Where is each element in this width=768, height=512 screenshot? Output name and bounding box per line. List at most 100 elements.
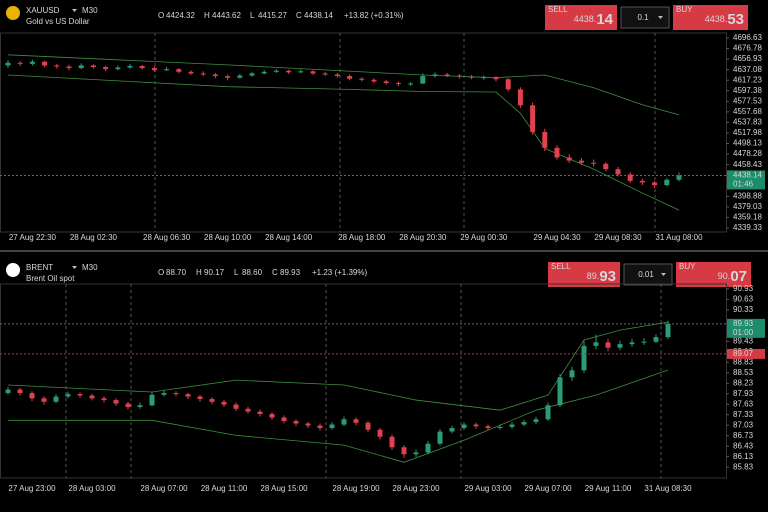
candle-body (257, 411, 263, 415)
x-tick-label: 28 Aug 06:30 (143, 233, 191, 242)
candle-body (151, 68, 157, 71)
quantity-box[interactable] (620, 6, 670, 29)
buy-label: BUY (676, 5, 693, 14)
candle-body (41, 398, 47, 402)
ohlc-label: H (196, 268, 202, 277)
x-tick-label: 29 Aug 04:30 (533, 233, 581, 242)
candle-body (617, 344, 623, 348)
candle-body (269, 414, 275, 418)
candle-body (425, 443, 431, 453)
candle-body (103, 67, 109, 70)
x-tick-label: 28 Aug 11:00 (201, 484, 248, 493)
buy-button[interactable] (673, 5, 748, 30)
candle-body (615, 169, 621, 175)
buy-button[interactable] (676, 262, 751, 287)
candle-body (533, 419, 539, 423)
candle-body (408, 83, 414, 85)
x-tick-label: 31 Aug 08:30 (644, 484, 692, 493)
candle-body (420, 76, 426, 84)
candle-body (371, 79, 377, 82)
candle-body (329, 424, 335, 429)
symbol[interactable]: XAUUSD (26, 6, 60, 15)
candle-body (593, 342, 599, 346)
y-tick-label: 4656.93 (733, 54, 762, 63)
candle-body (286, 70, 292, 73)
quantity[interactable]: 0.1 (637, 13, 649, 22)
candle-body (298, 71, 304, 73)
candle-body (113, 400, 119, 404)
candle-body (197, 396, 203, 400)
y-tick-label: 4597.38 (733, 86, 762, 95)
candle-body (653, 337, 659, 342)
y-tick-label: 4557.68 (733, 107, 762, 116)
candle-body (212, 74, 218, 77)
candle-body (305, 423, 311, 426)
candle-body (322, 73, 328, 75)
y-tick-label: 90.63 (733, 294, 754, 303)
candle-body (293, 421, 299, 424)
y-tick-label: 4637.08 (733, 65, 762, 74)
y-tick-label: 4359.18 (733, 213, 762, 222)
candle-body (65, 394, 71, 397)
x-tick-label: 28 Aug 03:00 (68, 484, 116, 493)
x-tick-label: 29 Aug 03:00 (464, 484, 512, 493)
candle-body (578, 160, 584, 163)
candle-body (341, 419, 347, 425)
candle-body (115, 67, 121, 70)
description: Gold vs US Dollar (26, 17, 90, 26)
sell-button[interactable] (545, 5, 617, 30)
bollinger-band (7, 74, 680, 211)
symbol-dropdown[interactable] (72, 9, 77, 12)
last-price-tag (727, 318, 765, 338)
candle-body (530, 105, 536, 132)
ohlc-value: 89.93 (280, 268, 301, 277)
ohlc-label: C (272, 268, 278, 277)
quantity[interactable]: 0.01 (638, 270, 654, 279)
candle-body (89, 395, 95, 399)
ohlc-value: 88.60 (242, 268, 263, 277)
candle-body (581, 345, 587, 371)
countdown: 01:00 (733, 328, 754, 337)
candle-body (17, 389, 23, 394)
candle-body (665, 323, 671, 338)
timeframe[interactable]: M30 (82, 6, 98, 15)
y-tick-label: 4696.63 (733, 33, 762, 42)
x-tick-label: 28 Aug 18:00 (338, 233, 386, 242)
sell-button[interactable] (548, 262, 620, 287)
price-line-tag (727, 348, 765, 359)
y-tick-label: 4617.23 (733, 75, 762, 84)
candle-body (437, 431, 443, 444)
ohlc-value: 4415.27 (258, 11, 287, 20)
x-tick-label: 28 Aug 14:00 (265, 233, 313, 242)
symbol-dropdown[interactable] (72, 266, 77, 269)
candle-body (413, 452, 419, 455)
ohlc-value: 4443.62 (212, 11, 241, 20)
candle-body (347, 76, 353, 79)
ohlc-value: 88.70 (166, 268, 187, 277)
candle-body (53, 396, 59, 402)
candle-body (5, 62, 11, 66)
ohlc-label: H (204, 11, 210, 20)
x-tick-label: 28 Aug 15:00 (260, 484, 308, 493)
candle-body (521, 422, 527, 425)
candle-body (125, 403, 131, 408)
y-tick-label: 4517.98 (733, 128, 762, 137)
quantity-box[interactable] (623, 263, 673, 286)
candle-body (641, 341, 647, 343)
candle-body (17, 62, 23, 64)
sell-label: SELL (551, 262, 571, 271)
candle-body (209, 399, 215, 402)
candle-body (90, 65, 96, 68)
symbol[interactable]: BRENT (26, 263, 53, 272)
candle-body (237, 75, 243, 78)
candle-body (353, 419, 359, 423)
candle-body (221, 401, 227, 405)
bollinger-band (7, 321, 669, 411)
symbol-icon (6, 263, 20, 277)
candle-body (78, 65, 84, 69)
y-tick-label: 4339.33 (733, 223, 762, 232)
timeframe[interactable]: M30 (82, 263, 98, 272)
